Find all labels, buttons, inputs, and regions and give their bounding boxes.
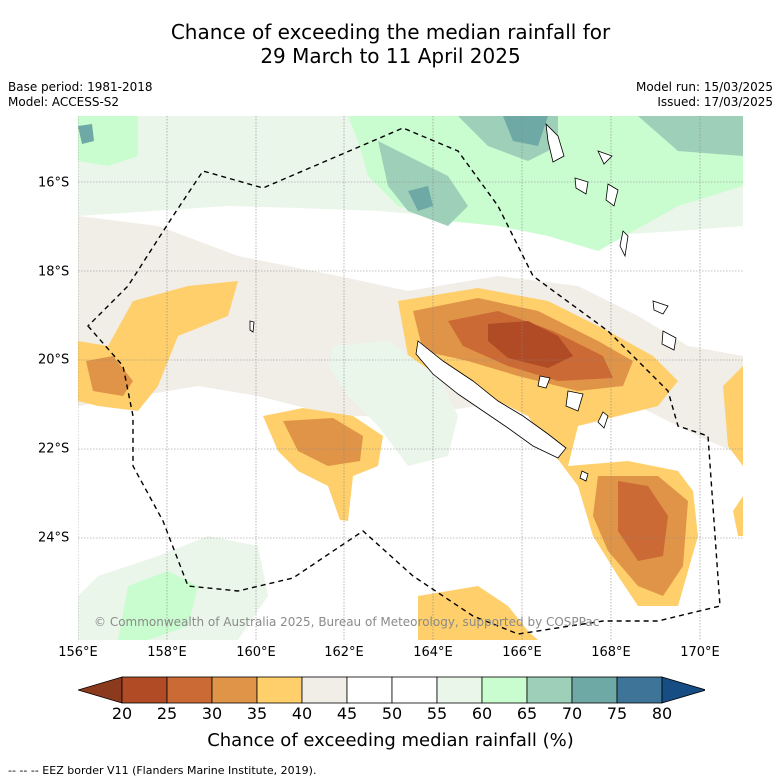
colorbar-segment — [211, 676, 258, 704]
lon-label: 160°E — [236, 645, 276, 660]
colorbar-segment — [436, 676, 483, 704]
lon-label: 166°E — [502, 645, 542, 660]
meta-right: Model run: 15/03/2025 Issued: 17/03/2025 — [636, 80, 773, 110]
lon-label: 164°E — [413, 645, 453, 660]
colorbar-segment — [481, 676, 528, 704]
colorbar-tick-label: 65 — [516, 704, 538, 723]
region-orange-center-inner — [283, 418, 363, 466]
colorbar-segment — [166, 676, 213, 704]
eez-border — [87, 127, 721, 635]
model-name: Model: ACCESS-S2 — [8, 95, 120, 109]
lon-label: 168°E — [591, 645, 631, 660]
colorbar-tick-label: 70 — [561, 704, 583, 723]
colorbar-tick-label: 60 — [471, 704, 493, 723]
region-red-core — [488, 321, 573, 368]
loyalty-islands — [537, 375, 609, 429]
region-green-mid-south — [118, 571, 198, 640]
region-orange-west-inner — [86, 356, 133, 396]
vanuatu-islands — [545, 122, 677, 351]
meta-left: Base period: 1981-2018 Model: ACCESS-S2 — [8, 80, 153, 110]
colorbar-tick-label: 45 — [336, 704, 358, 723]
map-title-line2: 29 March to 11 April 2025 — [260, 44, 521, 68]
new-caledonia-coastline — [415, 340, 567, 459]
colorbar-tick-label: 35 — [246, 704, 268, 723]
colorbar-segment — [121, 676, 168, 704]
region-orange-east — [723, 366, 743, 536]
colorbar-tick-label: 40 — [291, 704, 313, 723]
colorbar-segment — [526, 676, 573, 704]
lon-label: 162°E — [324, 645, 364, 660]
colorbar — [78, 676, 705, 704]
lat-label: 18°S — [38, 264, 70, 280]
lon-label: 156°E — [58, 645, 98, 660]
colorbar-segment — [256, 676, 303, 704]
colorbar-segment — [571, 676, 618, 704]
lon-label: 170°E — [680, 645, 720, 660]
map-title-line1: Chance of exceeding the median rainfall … — [170, 20, 611, 44]
base-period: Base period: 1981-2018 — [8, 80, 153, 94]
colorbar-tick-label: 50 — [381, 704, 403, 723]
colorbar-extend-high — [661, 676, 705, 704]
issued-date: Issued: 17/03/2025 — [657, 95, 773, 109]
lat-label: 22°S — [38, 441, 70, 457]
colorbar-tick-label: 80 — [651, 704, 673, 723]
colorbar-segment — [301, 676, 348, 704]
eez-legend: -- -- -- EEZ border V11 (Flanders Marine… — [8, 764, 317, 777]
lat-label: 20°S — [38, 352, 70, 368]
colorbar-label: Chance of exceeding median rainfall (%) — [207, 730, 574, 751]
lon-label: 158°E — [147, 645, 187, 660]
rainfall-map — [78, 116, 743, 640]
colorbar-tick-label: 25 — [156, 704, 178, 723]
lat-label: 24°S — [38, 530, 70, 546]
colorbar-extend-low — [78, 676, 123, 704]
colorbar-segment — [391, 676, 438, 704]
region-green-south — [78, 341, 458, 640]
small-island-south — [249, 320, 589, 482]
lat-label: 16°S — [38, 175, 70, 191]
colorbar-segment — [346, 676, 393, 704]
region-teal-north — [378, 116, 743, 226]
colorbar-tick-label: 20 — [111, 704, 133, 723]
colorbar-segment — [616, 676, 663, 704]
colorbar-tick-label: 55 — [426, 704, 448, 723]
colorbar-tick-label: 30 — [201, 704, 223, 723]
model-run: Model run: 15/03/2025 — [635, 80, 773, 94]
copyright-notice: © Commonwealth of Australia 2025, Bureau… — [94, 615, 600, 629]
colorbar-tick-label: 75 — [606, 704, 628, 723]
